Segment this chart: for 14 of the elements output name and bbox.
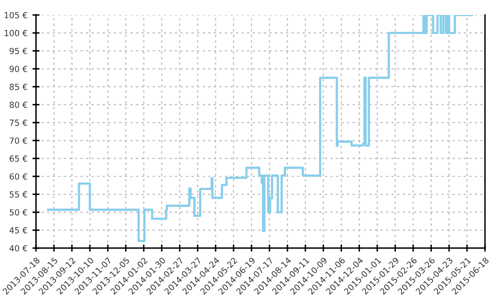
y-tick-label: 75 € (10, 120, 28, 126)
y-tick-label: 90 € (10, 66, 28, 72)
y-tick-label: 55 € (10, 191, 28, 198)
y-tick-label: 85 € (10, 84, 28, 90)
y-tick-label: 65 € (10, 155, 28, 162)
y-tick-label: 50 € (10, 209, 28, 216)
y-tick-label: 60 € (10, 173, 28, 180)
y-tick-label: 100 € (4, 30, 28, 36)
y-tick-label: 95 € (10, 48, 28, 54)
y-tick-label: 40 € (10, 245, 28, 252)
y-tick-label: 80 € (10, 102, 28, 108)
y-tick-label: 105 € (4, 12, 28, 18)
y-tick-label: 70 € (10, 137, 28, 144)
y-tick-label: 45 € (10, 227, 28, 234)
